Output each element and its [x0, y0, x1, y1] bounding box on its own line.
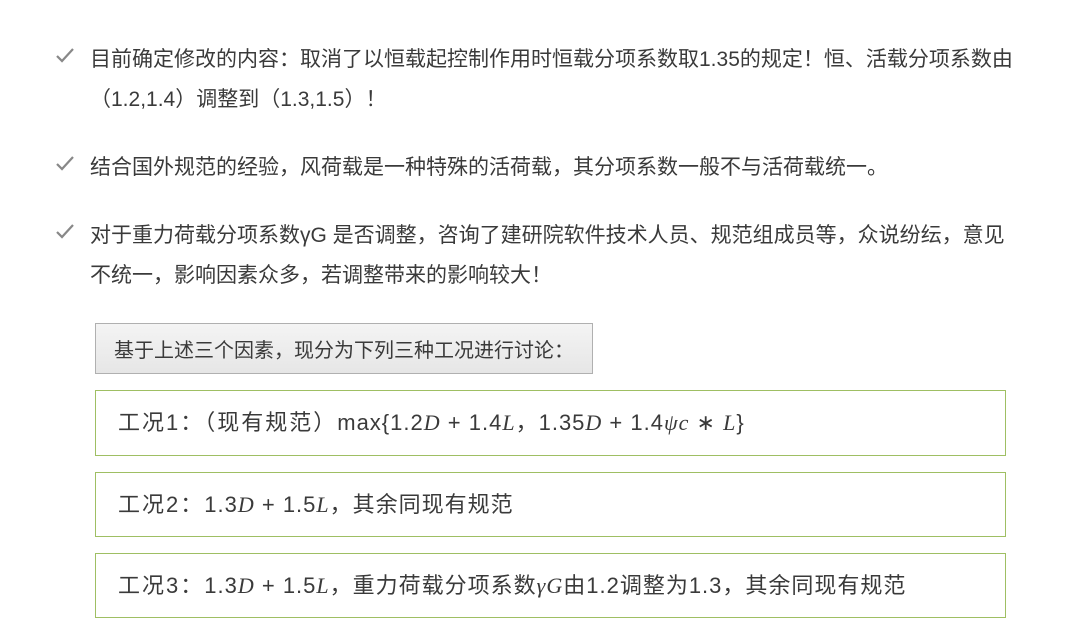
- c3-rest: 由1.2调整为1.3，其余同现有规范: [563, 573, 906, 598]
- case-1-box: 工况1：（现有规范）max{1.2D + 1.4L，1.35D + 1.4ψc …: [95, 390, 1006, 455]
- case-3-box: 工况3：1.3D + 1.5L，重力荷载分项系数γG由1.2调整为1.3，其余同…: [95, 553, 1006, 618]
- c3-gamma: γG: [537, 573, 564, 598]
- c3-b: 1.5: [283, 573, 317, 598]
- c1-t1a: 1.2: [390, 410, 424, 435]
- c1-D2: D: [585, 410, 602, 435]
- c3-mid: ，重力荷载分项系数: [330, 573, 537, 598]
- bullet-3: 对于重力荷载分项系数γG 是否调整，咨询了建研院软件技术人员、规范组成员等，众说…: [55, 216, 1020, 296]
- c1-suffix: }: [736, 410, 744, 435]
- c2-a: 1.3: [204, 492, 238, 517]
- bullet-1-text: 目前确定修改的内容：取消了以恒载起控制作用时恒载分项系数取1.35的规定！恒、活…: [90, 48, 1013, 111]
- case-1-max: max{: [337, 410, 390, 435]
- bullet-2: 结合国外规范的经验，风荷载是一种特殊的活荷载，其分项系数一般不与活荷载统一。: [55, 148, 1020, 188]
- c1-comma: ，: [516, 410, 539, 435]
- c1-psi: ψc: [664, 410, 689, 435]
- c2-D: D: [238, 492, 255, 517]
- c2-rest: ，其余同现有规范: [330, 492, 514, 517]
- bullet-3-text: 对于重力荷载分项系数γG 是否调整，咨询了建研院软件技术人员、规范组成员等，众说…: [90, 224, 1005, 287]
- c1-t2a: 1.35: [539, 410, 586, 435]
- c3-p: +: [255, 573, 283, 598]
- c3-D: D: [238, 573, 255, 598]
- c2-b: 1.5: [283, 492, 317, 517]
- case-2-label: 工况2：: [118, 492, 204, 517]
- c3-L: L: [316, 573, 329, 598]
- check-icon: [55, 154, 75, 174]
- c3-a: 1.3: [204, 573, 238, 598]
- bullet-2-text: 结合国外规范的经验，风荷载是一种特殊的活荷载，其分项系数一般不与活荷载统一。: [90, 156, 888, 179]
- c1-L2: L: [723, 410, 736, 435]
- c1-p2: +: [602, 410, 630, 435]
- case-3-label: 工况3：: [118, 573, 204, 598]
- c2-p: +: [255, 492, 283, 517]
- c1-p1: +: [441, 410, 469, 435]
- c1-D1: D: [424, 410, 441, 435]
- c1-star: ∗: [689, 410, 723, 435]
- check-icon: [55, 46, 75, 66]
- c1-t1b: 1.4: [469, 410, 503, 435]
- note-text: 基于上述三个因素，现分为下列三种工况进行讨论：: [114, 340, 574, 362]
- case-2-box: 工况2：1.3D + 1.5L，其余同现有规范: [95, 472, 1006, 537]
- c2-L: L: [316, 492, 329, 517]
- case-1-label: 工况1：（现有规范）: [118, 410, 337, 435]
- note-box: 基于上述三个因素，现分为下列三种工况进行讨论：: [95, 323, 593, 374]
- c1-t2b: 1.4: [630, 410, 664, 435]
- bullet-1: 目前确定修改的内容：取消了以恒载起控制作用时恒载分项系数取1.35的规定！恒、活…: [55, 40, 1020, 120]
- check-icon: [55, 222, 75, 242]
- bullet-list: 目前确定修改的内容：取消了以恒载起控制作用时恒载分项系数取1.35的规定！恒、活…: [55, 40, 1020, 295]
- c1-L1: L: [502, 410, 515, 435]
